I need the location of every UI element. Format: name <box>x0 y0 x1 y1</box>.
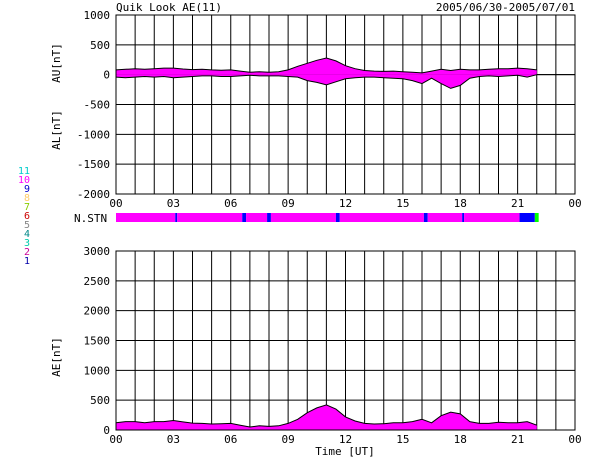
y-tick-label: 0 <box>103 69 110 82</box>
x-tick-label: 15 <box>396 433 409 446</box>
station-bar-segment <box>339 213 424 222</box>
y-tick-label: 1000 <box>84 9 111 22</box>
station-bar-segment <box>423 213 428 222</box>
x-tick-label: 09 <box>282 433 295 446</box>
x-tick-label: 09 <box>282 197 295 210</box>
y-tick-label: 2000 <box>84 305 111 318</box>
y-tick-label: -1500 <box>77 158 110 171</box>
ae-axis-label: AE[nT] <box>50 337 63 377</box>
station-bar-segment <box>267 213 271 222</box>
y-tick-label: 0 <box>103 424 110 437</box>
plot-frame <box>115 14 576 195</box>
station-key-label: 7 <box>24 202 30 213</box>
x-tick-label: 03 <box>167 197 180 210</box>
y-tick-label: 3000 <box>84 245 111 258</box>
station-bar-segment <box>335 213 340 222</box>
station-bar-segment <box>534 213 539 222</box>
station-key-label: 11 <box>18 166 30 177</box>
x-tick-label: 18 <box>454 433 467 446</box>
nstn-label: N.STN <box>74 212 107 225</box>
y-tick-label: 1500 <box>84 335 111 348</box>
station-bar-segment <box>462 213 465 222</box>
station-key-label: 9 <box>24 184 30 195</box>
station-bar-segment <box>519 213 535 222</box>
x-tick-label: 12 <box>339 433 352 446</box>
y-tick-label: -500 <box>84 99 111 112</box>
x-tick-label: 03 <box>167 433 180 446</box>
station-bar-segment <box>427 213 463 222</box>
date-range: 2005/06/30-2005/07/01 <box>436 1 575 14</box>
x-tick-label: 00 <box>568 197 581 210</box>
x-tick-label: 00 <box>109 197 122 210</box>
x-tick-label: 21 <box>511 197 524 210</box>
y-tick-label: -1000 <box>77 128 110 141</box>
series-line-au <box>115 57 537 74</box>
series-line-al <box>115 74 537 89</box>
x-tick-label: 21 <box>511 433 524 446</box>
station-bar-segment <box>270 213 336 222</box>
x-tick-label: 00 <box>568 433 581 446</box>
y-tick-label: -2000 <box>77 188 110 201</box>
station-bar-segment <box>175 213 178 222</box>
x-tick-label: 06 <box>224 433 237 446</box>
station-key-label: 10 <box>18 175 30 186</box>
x-tick-label: 00 <box>109 433 122 446</box>
station-key-label: 6 <box>24 211 30 222</box>
station-key-label: 3 <box>24 238 30 249</box>
x-tick-label: 15 <box>396 197 409 210</box>
station-key-label: 4 <box>24 229 30 240</box>
series-line-ae <box>115 404 537 428</box>
al-axis-label: AL[nT] <box>50 110 63 150</box>
x-tick-label: 06 <box>224 197 237 210</box>
y-tick-label: 500 <box>90 394 110 407</box>
plot-frame <box>115 250 576 431</box>
chart-title: Quik Look AE(11) <box>116 1 222 14</box>
station-key-label: 5 <box>24 220 30 231</box>
au-axis-label: AU[nT] <box>50 43 63 83</box>
station-bar-segment <box>464 213 520 222</box>
station-bar-segment <box>116 213 176 222</box>
y-tick-label: 500 <box>90 39 110 52</box>
station-count-bar <box>116 213 539 222</box>
station-key-label: 2 <box>24 247 30 258</box>
time-axis-label: Time [UT] <box>315 445 375 458</box>
station-key-label: 8 <box>24 193 30 204</box>
x-tick-label: 12 <box>339 197 352 210</box>
x-tick-label: 18 <box>454 197 467 210</box>
y-tick-label: 1000 <box>84 364 111 377</box>
station-bar-segment <box>177 213 243 222</box>
station-bar-segment <box>242 213 247 222</box>
station-key-label: 1 <box>24 256 30 267</box>
y-tick-label: 2500 <box>84 275 111 288</box>
station-bar-segment <box>246 213 268 222</box>
